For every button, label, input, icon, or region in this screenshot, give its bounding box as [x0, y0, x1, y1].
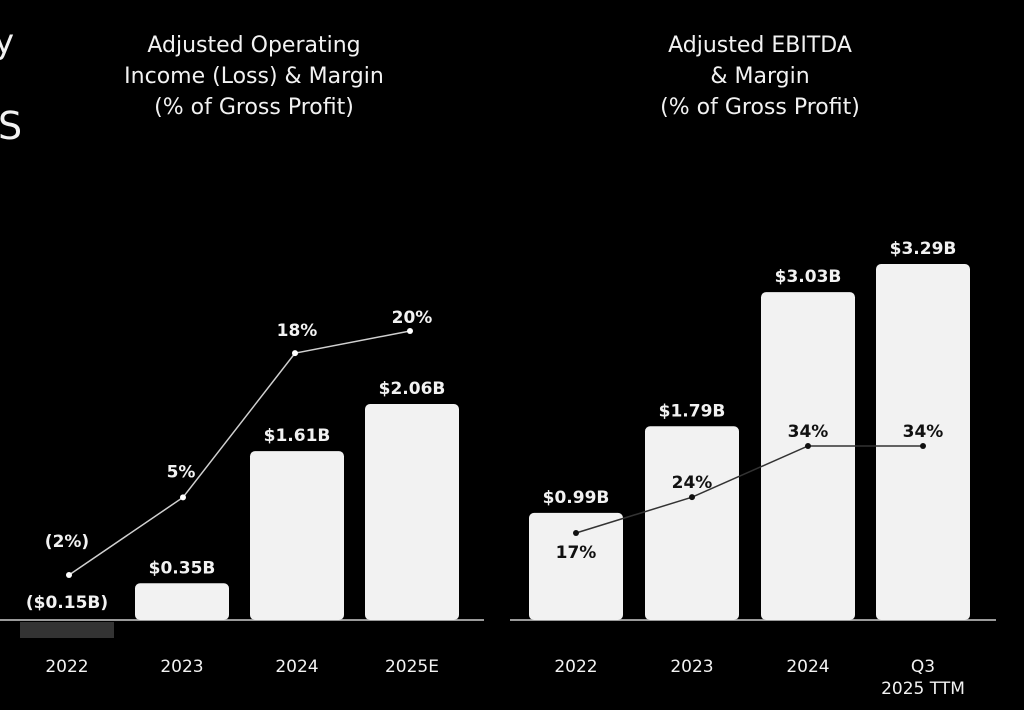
x-tick-label: 2024 [786, 657, 829, 677]
bar-value-label: $0.35B [149, 558, 216, 578]
bar-Q3-2025-TTM [876, 264, 970, 620]
bar-value-label: $3.29B [890, 239, 957, 259]
margin-value-label: 24% [672, 473, 713, 493]
bar-2025E [365, 404, 459, 620]
margin-point [66, 572, 72, 578]
bar-value-label: $1.79B [659, 401, 726, 421]
x-tick-label: 2025E [385, 657, 439, 677]
bar-2023 [645, 426, 739, 620]
margin-value-label: 34% [788, 422, 829, 442]
bar-2024 [761, 292, 855, 620]
bar-value-label: $0.99B [543, 488, 610, 508]
bar-2022-negative [20, 622, 114, 638]
margin-point [573, 530, 579, 536]
bar-2023 [135, 583, 229, 620]
margin-point [805, 443, 811, 449]
partial-heading-fragment-2: S [0, 104, 23, 148]
margin-value-label: 5% [167, 462, 196, 482]
bar-value-label: $1.61B [264, 426, 331, 446]
bar-value-label: ($0.15B) [26, 593, 108, 613]
margin-value-label: 18% [277, 321, 318, 341]
margin-value-label: 20% [392, 308, 433, 328]
x-tick-label: 2022 [45, 657, 88, 677]
margin-point [407, 328, 413, 334]
margin-value-label: 34% [903, 422, 944, 442]
partial-heading-fragment-1: y [0, 22, 15, 62]
margin-point [180, 494, 186, 501]
margin-line [68, 330, 411, 576]
margin-value-label: 17% [556, 543, 597, 563]
x-tick-label: 2024 [275, 657, 318, 677]
margin-point [920, 443, 926, 449]
bar-value-label: $2.06B [379, 379, 446, 399]
bar-value-label: $3.03B [775, 267, 842, 287]
bar-2022 [529, 512, 623, 620]
x-tick-label: Q3 2025 TTM [881, 657, 965, 699]
x-tick-label: 2022 [554, 657, 597, 677]
x-tick-label: 2023 [670, 657, 713, 677]
margin-line [575, 445, 923, 534]
chart-title-operating-income: Adjusted Operating Income (Loss) & Margi… [124, 33, 384, 120]
margin-point [292, 350, 298, 357]
chart-title-ebitda: Adjusted EBITDA & Margin (% of Gross Pro… [660, 33, 860, 120]
margin-point [689, 494, 695, 501]
margin-value-label: (2%) [45, 532, 89, 552]
x-tick-label: 2023 [160, 657, 203, 677]
bar-2024 [250, 451, 344, 620]
